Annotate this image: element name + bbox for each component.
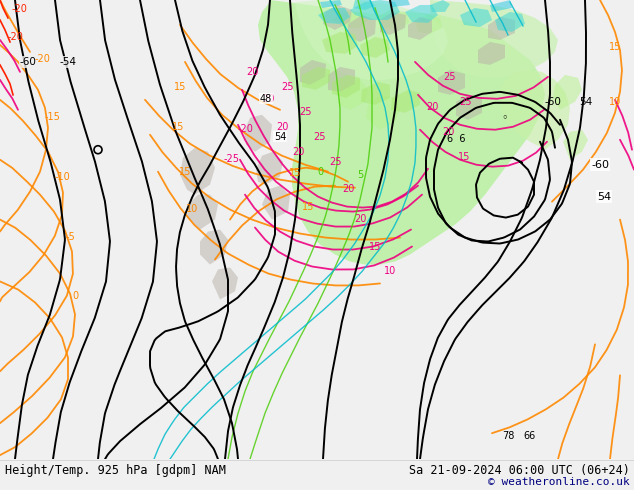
Polygon shape: [391, 90, 420, 113]
Text: 48: 48: [260, 94, 272, 104]
Text: 15: 15: [458, 152, 470, 162]
Text: -20: -20: [8, 32, 24, 42]
Text: ◦: ◦: [501, 114, 508, 124]
Polygon shape: [353, 0, 375, 10]
Text: 6  6: 6 6: [447, 134, 465, 144]
Text: 15: 15: [302, 201, 314, 212]
Text: 5: 5: [357, 170, 363, 180]
Text: 10: 10: [384, 267, 396, 276]
Polygon shape: [360, 37, 390, 58]
Polygon shape: [500, 70, 570, 150]
Text: -20: -20: [12, 4, 28, 14]
Polygon shape: [366, 95, 400, 130]
Text: Sa 21-09-2024 06:00 UTC (06+24): Sa 21-09-2024 06:00 UTC (06+24): [409, 464, 630, 477]
Text: -5: -5: [65, 232, 75, 242]
Text: 20: 20: [246, 67, 258, 77]
Polygon shape: [553, 75, 582, 110]
Text: 25: 25: [459, 97, 471, 107]
Polygon shape: [330, 12, 368, 28]
Polygon shape: [318, 8, 350, 24]
Polygon shape: [478, 42, 505, 65]
Polygon shape: [180, 147, 215, 195]
Polygon shape: [390, 0, 410, 7]
Polygon shape: [488, 17, 515, 40]
Text: 25: 25: [444, 72, 456, 82]
Text: 25: 25: [299, 107, 311, 117]
Text: 25: 25: [314, 132, 327, 142]
Text: -60: -60: [545, 97, 562, 107]
Text: -60: -60: [591, 160, 609, 170]
Polygon shape: [495, 12, 525, 32]
Text: 54: 54: [274, 132, 286, 142]
Text: 78: 78: [502, 431, 514, 441]
Polygon shape: [361, 82, 390, 105]
Text: 20: 20: [342, 184, 354, 194]
Text: 66: 66: [524, 431, 536, 441]
Polygon shape: [563, 130, 588, 160]
Polygon shape: [456, 95, 482, 120]
Polygon shape: [430, 0, 450, 12]
Polygon shape: [200, 229, 228, 265]
Text: 15: 15: [172, 122, 184, 132]
Text: -15: -15: [44, 112, 60, 122]
Polygon shape: [320, 0, 342, 8]
Text: 25: 25: [281, 82, 294, 92]
Polygon shape: [323, 5, 352, 30]
Text: 0: 0: [317, 167, 323, 177]
Polygon shape: [328, 67, 355, 92]
Text: 15: 15: [289, 168, 301, 178]
Polygon shape: [490, 0, 512, 12]
Polygon shape: [460, 8, 492, 27]
Text: 20: 20: [354, 214, 366, 223]
Text: -60: -60: [20, 57, 36, 67]
Polygon shape: [408, 17, 432, 40]
Text: 54: 54: [597, 192, 611, 201]
Text: 20: 20: [442, 127, 454, 137]
Text: 25: 25: [329, 157, 341, 167]
Text: 15: 15: [369, 242, 381, 251]
Text: -20: -20: [237, 124, 253, 134]
Polygon shape: [300, 60, 326, 85]
Polygon shape: [380, 12, 406, 35]
Text: 20: 20: [262, 94, 274, 104]
Text: 15: 15: [179, 167, 191, 177]
Text: -54: -54: [60, 57, 77, 67]
Text: 20: 20: [292, 147, 304, 157]
Text: 54: 54: [579, 97, 593, 107]
Polygon shape: [438, 70, 465, 95]
Polygon shape: [262, 186, 290, 220]
Text: -20: -20: [34, 54, 50, 64]
Polygon shape: [405, 5, 438, 23]
Text: © weatheronline.co.uk: © weatheronline.co.uk: [488, 477, 630, 487]
Text: 15: 15: [609, 42, 621, 52]
Polygon shape: [375, 10, 410, 30]
Polygon shape: [348, 15, 376, 42]
Text: 0: 0: [72, 292, 78, 301]
Text: 15: 15: [174, 82, 186, 92]
Polygon shape: [295, 0, 448, 80]
Text: 10: 10: [609, 97, 621, 107]
Polygon shape: [244, 115, 272, 152]
Polygon shape: [256, 152, 283, 185]
Polygon shape: [187, 195, 218, 229]
Polygon shape: [332, 75, 360, 98]
Polygon shape: [338, 80, 368, 110]
Polygon shape: [322, 32, 358, 54]
Text: 20: 20: [426, 102, 438, 112]
Text: Height/Temp. 925 hPa [gdpm] NAM: Height/Temp. 925 hPa [gdpm] NAM: [5, 464, 226, 477]
Text: -10: -10: [54, 172, 70, 182]
Polygon shape: [302, 67, 330, 90]
Polygon shape: [212, 268, 238, 299]
Polygon shape: [430, 0, 558, 78]
Text: 10: 10: [186, 204, 198, 214]
Text: 20: 20: [276, 122, 288, 132]
Polygon shape: [350, 0, 400, 20]
Text: -25: -25: [224, 154, 240, 164]
Polygon shape: [258, 0, 545, 265]
Polygon shape: [415, 15, 442, 34]
